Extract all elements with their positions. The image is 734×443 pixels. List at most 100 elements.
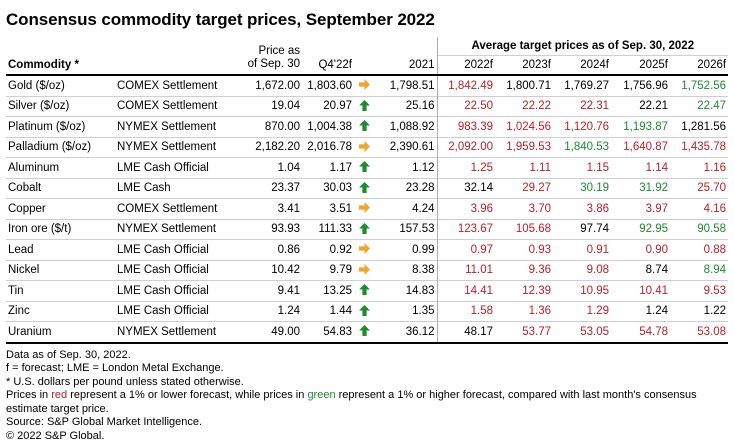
table-header: Commodity * Price as of Sep. 30 Q4'22f 2… (6, 37, 728, 75)
source-line: Source: S&P Global Market Intelligence. (6, 416, 728, 430)
price-cell: 10.42 (240, 260, 302, 281)
target-price-cell: 1,756.96 (611, 75, 670, 96)
target-price-cell: 3.97 (611, 199, 670, 220)
target-price-cell: 53.08 (670, 322, 728, 343)
footnote-color-legend: Prices in red represent a 1% or lower fo… (6, 389, 728, 416)
target-price-cell: 22.22 (495, 96, 553, 117)
header-pricing-basis (115, 37, 240, 75)
target-price-cell: 1,800.71 (495, 75, 553, 96)
target-price-cell: 97.74 (553, 219, 611, 240)
target-price-cell: 11.01 (437, 260, 495, 281)
target-price-cell: 29.27 (495, 178, 553, 199)
price-2021-cell: 0.99 (374, 240, 437, 261)
target-price-cell: 1.11 (495, 158, 553, 179)
target-price-cell: 1,281.56 (670, 117, 728, 138)
target-price-cell: 1.15 (553, 158, 611, 179)
header-trend (354, 37, 374, 75)
pricing-basis-cell: LME Cash Official (115, 240, 240, 261)
price-2021-cell: 2,390.61 (374, 137, 437, 158)
price-cell: 1.04 (240, 158, 302, 179)
price-cell: 93.93 (240, 219, 302, 240)
q4-forecast-cell: 20.97 (302, 96, 354, 117)
right-arrow-icon (359, 243, 370, 254)
price-cell: 19.04 (240, 96, 302, 117)
q4-forecast-cell: 30.03 (302, 178, 354, 199)
target-price-cell: 22.50 (437, 96, 495, 117)
commodity-cell: Lead (6, 240, 115, 261)
target-price-cell: 10.95 (553, 281, 611, 302)
table-row: Uranium NYMEX Settlement 49.00 54.83 36.… (6, 322, 728, 343)
up-arrow-icon (359, 305, 370, 316)
target-price-cell: 0.88 (670, 240, 728, 261)
pricing-basis-cell: NYMEX Settlement (115, 322, 240, 343)
header-q4-22f: Q4'22f (302, 37, 354, 75)
page-title: Consensus commodity target prices, Septe… (6, 10, 728, 30)
header-year-2022f: 2022f (437, 55, 495, 75)
q4-forecast-cell: 9.79 (302, 260, 354, 281)
q4-forecast-cell: 1.44 (302, 301, 354, 322)
q4-forecast-cell: 0.92 (302, 240, 354, 261)
target-price-cell: 9.36 (495, 260, 553, 281)
target-price-cell: 32.14 (437, 178, 495, 199)
pricing-basis-cell: LME Cash Official (115, 260, 240, 281)
trend-cell (354, 137, 374, 158)
q4-forecast-cell: 1,004.38 (302, 117, 354, 138)
right-arrow-icon (359, 202, 370, 213)
q4-forecast-cell: 54.83 (302, 322, 354, 343)
trend-cell (354, 75, 374, 96)
legend-red-word: red (51, 389, 67, 401)
up-arrow-icon (359, 223, 370, 234)
price-2021-cell: 23.28 (374, 178, 437, 199)
target-price-cell: 12.39 (495, 281, 553, 302)
pricing-basis-cell: NYMEX Settlement (115, 137, 240, 158)
target-price-cell: 9.53 (670, 281, 728, 302)
price-2021-cell: 25.16 (374, 96, 437, 117)
commodity-cell: Platinum ($/oz) (6, 117, 115, 138)
target-price-cell: 8.74 (611, 260, 670, 281)
target-price-cell: 1.36 (495, 301, 553, 322)
trend-cell (354, 301, 374, 322)
trend-cell (354, 178, 374, 199)
price-2021-cell: 157.53 (374, 219, 437, 240)
q4-forecast-cell: 1.17 (302, 158, 354, 179)
trend-cell (354, 117, 374, 138)
target-price-cell: 9.08 (553, 260, 611, 281)
price-2021-cell: 1.35 (374, 301, 437, 322)
price-cell: 2,182.20 (240, 137, 302, 158)
up-arrow-icon (359, 325, 370, 336)
commodity-cell: Silver ($/oz) (6, 96, 115, 117)
target-price-cell: 48.17 (437, 322, 495, 343)
trend-cell (354, 322, 374, 343)
legend-mid: represent a 1% or lower forecast, while … (67, 389, 307, 401)
table-row: Silver ($/oz) COMEX Settlement 19.04 20.… (6, 96, 728, 117)
up-arrow-icon (359, 100, 370, 111)
target-price-cell: 31.92 (611, 178, 670, 199)
price-2021-cell: 8.38 (374, 260, 437, 281)
legend-pre: Prices in (6, 389, 51, 401)
target-price-cell: 3.70 (495, 199, 553, 220)
target-price-cell: 1.24 (611, 301, 670, 322)
q4-forecast-cell: 111.33 (302, 219, 354, 240)
target-price-cell: 1,752.56 (670, 75, 728, 96)
target-price-cell: 90.58 (670, 219, 728, 240)
commodity-cell: Iron ore ($/t) (6, 219, 115, 240)
up-arrow-icon (359, 120, 370, 131)
header-year-2026f: 2026f (670, 55, 728, 75)
target-price-cell: 1,769.27 (553, 75, 611, 96)
commodity-cell: Zinc (6, 301, 115, 322)
target-price-cell: 14.41 (437, 281, 495, 302)
header-price-line1: Price as (258, 45, 300, 57)
table-row: Iron ore ($/t) NYMEX Settlement 93.93 11… (6, 219, 728, 240)
commodity-cell: Cobalt (6, 178, 115, 199)
table-row: Platinum ($/oz) NYMEX Settlement 870.00 … (6, 117, 728, 138)
target-price-cell: 2,092.00 (437, 137, 495, 158)
price-cell: 870.00 (240, 117, 302, 138)
pricing-basis-cell: LME Cash Official (115, 158, 240, 179)
table-row: Zinc LME Cash Official 1.24 1.44 1.35 1.… (6, 301, 728, 322)
footnote-abbreviations: f = forecast; LME = London Metal Exchang… (6, 362, 728, 376)
target-price-cell: 983.39 (437, 117, 495, 138)
price-cell: 1.24 (240, 301, 302, 322)
pricing-basis-cell: LME Cash Official (115, 281, 240, 302)
target-price-cell: 25.70 (670, 178, 728, 199)
